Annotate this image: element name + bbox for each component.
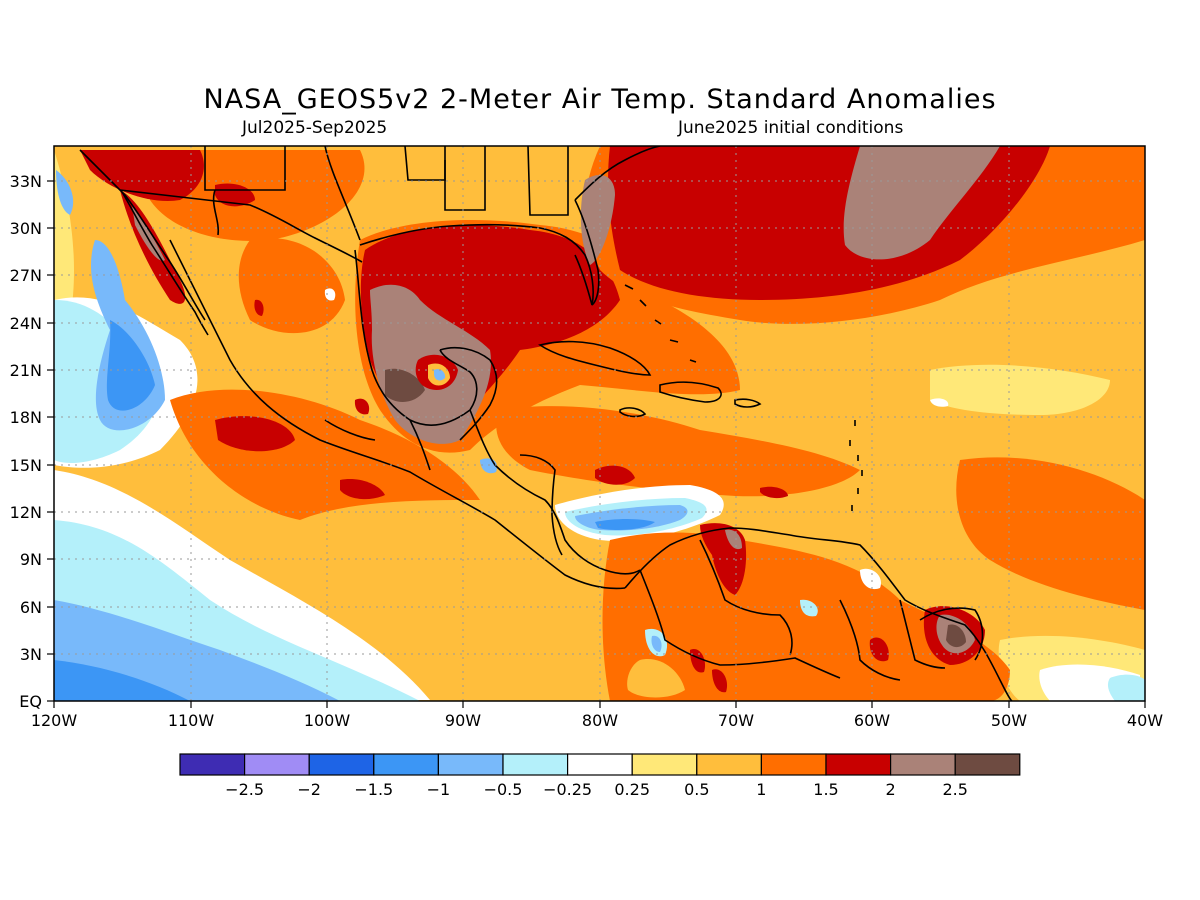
lon-label: 110W bbox=[168, 711, 215, 730]
colorbar-tick-label: −2.5 bbox=[225, 780, 264, 799]
coastlines bbox=[79, 146, 1013, 701]
colorbar-tick-label: −0.25 bbox=[543, 780, 592, 799]
lat-label: 9N bbox=[20, 550, 42, 569]
lon-label: 60W bbox=[854, 711, 890, 730]
colorbar: −2.5 −2 −1.5 −1 −0.5 −0.25 0.25 0.5 1 1.5 2 2.5 bbox=[179, 753, 1021, 799]
grid bbox=[54, 146, 1145, 701]
colorbar-tick-label: 2 bbox=[886, 780, 896, 799]
axis-ticks bbox=[47, 180, 1146, 708]
lat-label: 24N bbox=[10, 314, 42, 333]
colorbar-tick-label: 1 bbox=[756, 780, 766, 799]
colorbar-tick-label: 2.5 bbox=[942, 780, 967, 799]
colorbar-swatch bbox=[954, 753, 1021, 776]
lat-label: 21N bbox=[10, 361, 42, 380]
colorbar-tick-label: −2 bbox=[297, 780, 321, 799]
lat-label: 33N bbox=[10, 172, 42, 191]
lat-label: 15N bbox=[10, 456, 42, 475]
lat-label: 12N bbox=[10, 503, 42, 522]
lon-label: 120W bbox=[31, 711, 78, 730]
lon-label: 50W bbox=[991, 711, 1027, 730]
colorbar-tick-label: −0.5 bbox=[484, 780, 523, 799]
colorbar-tick-label: 0.5 bbox=[684, 780, 709, 799]
lon-label: 90W bbox=[445, 711, 481, 730]
lat-label: 18N bbox=[10, 408, 42, 427]
colorbar-swatch bbox=[631, 753, 698, 776]
colorbar-swatch bbox=[308, 753, 375, 776]
anomaly-field bbox=[54, 146, 1145, 701]
map-title: NASA_GEOS5v2 2-Meter Air Temp. Standard … bbox=[203, 84, 997, 115]
forecast-period: Jul2025-Sep2025 bbox=[242, 118, 388, 138]
colorbar-tick-label: 1.5 bbox=[813, 780, 838, 799]
colorbar-swatch bbox=[373, 753, 439, 776]
colorbar-tick-label: −1.5 bbox=[354, 780, 393, 799]
longitude-labels: 120W 110W 100W 90W 80W 70W 60W 50W 40W bbox=[31, 711, 1163, 730]
lat-label: EQ bbox=[19, 692, 42, 711]
colorbar-swatch bbox=[437, 753, 504, 776]
initial-conditions: June2025 initial conditions bbox=[678, 118, 904, 138]
lat-label: 27N bbox=[10, 266, 42, 285]
lat-label: 3N bbox=[20, 645, 42, 664]
lat-label: 6N bbox=[20, 598, 42, 617]
lon-label: 100W bbox=[304, 711, 351, 730]
colorbar-tick-label: 0.25 bbox=[614, 780, 650, 799]
colorbar-swatch bbox=[566, 753, 633, 776]
colorbar-swatch bbox=[760, 753, 827, 776]
colorbar-swatch bbox=[244, 753, 310, 776]
lon-label: 70W bbox=[718, 711, 754, 730]
colorbar-tick-label: −1 bbox=[427, 780, 451, 799]
lat-label: 30N bbox=[10, 219, 42, 238]
colorbar-swatch bbox=[502, 753, 569, 776]
lon-label: 80W bbox=[582, 711, 618, 730]
colorbar-swatch bbox=[696, 753, 762, 776]
colorbar-swatch bbox=[889, 753, 956, 776]
lon-label: 40W bbox=[1127, 711, 1163, 730]
colorbar-swatch bbox=[825, 753, 892, 776]
colorbar-swatch bbox=[179, 753, 246, 776]
latitude-labels: EQ 3N 6N 9N 12N 15N 18N 21N 24N 27N 30N … bbox=[10, 172, 42, 711]
